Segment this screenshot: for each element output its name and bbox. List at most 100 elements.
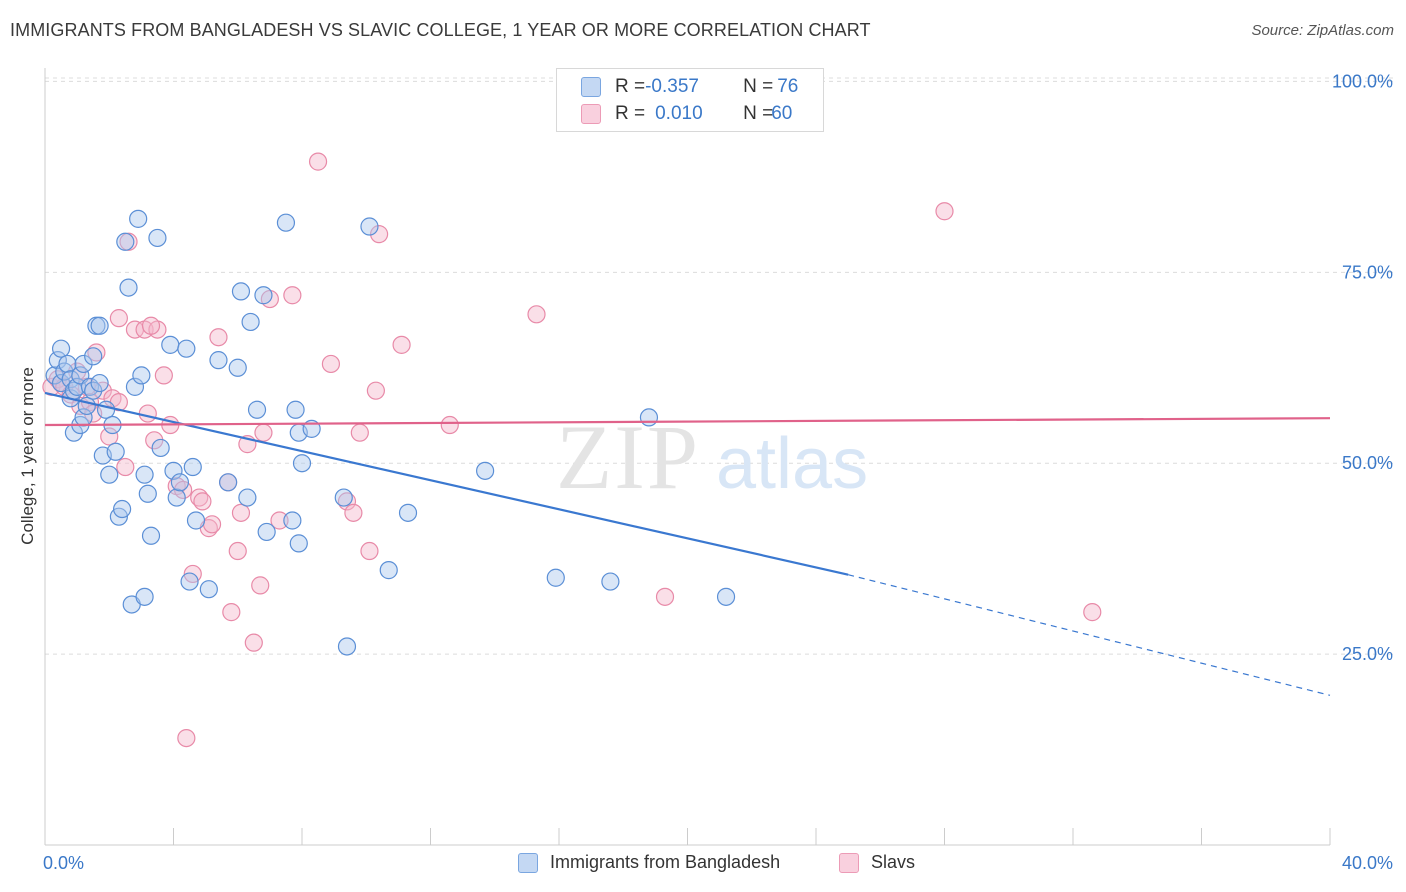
x-tick-label: 40.0% <box>1342 853 1393 873</box>
legend-item-bangladesh[interactable]: Immigrants from Bangladesh <box>518 852 780 873</box>
data-point-bangladesh <box>254 286 273 305</box>
data-point-bangladesh <box>337 637 357 656</box>
data-point-bangladesh <box>247 400 267 419</box>
data-point-bangladesh <box>132 366 151 385</box>
stats-legend: R = -0.357 N = 76 R = 0.010 N = 60 <box>556 68 824 132</box>
data-point-slavs <box>177 728 196 748</box>
data-point-bangladesh <box>398 503 418 522</box>
data-point-slavs <box>344 503 363 522</box>
data-point-slavs <box>283 286 302 305</box>
data-point-slavs <box>350 423 369 442</box>
data-point-bangladesh <box>199 580 218 599</box>
data-point-bangladesh <box>601 572 620 591</box>
data-point-bangladesh <box>84 381 103 400</box>
data-point-slavs <box>935 202 954 221</box>
data-point-bangladesh <box>125 377 145 396</box>
data-point-bangladesh <box>100 465 119 484</box>
gridlines <box>45 77 1395 655</box>
trend-line-slavs <box>44 417 1331 427</box>
data-point-bangladesh <box>90 373 109 393</box>
data-point-bangladesh <box>289 534 308 553</box>
n-label: N = <box>743 76 774 97</box>
data-point-bangladesh <box>61 370 80 389</box>
stats-row-blue: R = -0.357 N = 76 <box>581 74 798 100</box>
data-point-slavs <box>222 603 241 622</box>
legend-swatch-pink <box>839 852 859 873</box>
data-point-bangladesh <box>360 217 379 236</box>
data-point-slavs <box>202 515 222 534</box>
data-point-bangladesh <box>170 473 190 492</box>
data-point-bangladesh <box>283 511 302 530</box>
data-point-bangladesh <box>135 587 154 606</box>
n-value: 60 <box>771 103 793 124</box>
data-point-bangladesh <box>84 347 103 366</box>
data-point-bangladesh <box>276 213 296 232</box>
data-point-slavs <box>360 541 379 561</box>
data-point-slavs <box>1083 603 1102 622</box>
chart-title: IMMIGRANTS FROM BANGLADESH VS SLAVIC COL… <box>10 20 871 40</box>
data-point-bangladesh <box>106 442 125 461</box>
data-point-bangladesh <box>186 511 206 530</box>
data-point-bangladesh <box>48 351 67 370</box>
data-point-bangladesh <box>112 499 132 519</box>
data-point-bangladesh <box>286 400 305 419</box>
data-point-bangladesh <box>379 561 398 580</box>
pink-swatch <box>581 104 601 124</box>
data-point-bangladesh <box>167 488 186 507</box>
n-value: 76 <box>777 76 799 97</box>
data-point-slavs <box>527 305 546 324</box>
x-tick-label: 0.0% <box>43 853 84 873</box>
data-point-bangladesh <box>138 484 157 503</box>
y-tick-label: 100.0% <box>1332 71 1393 91</box>
r-label: R = <box>615 76 646 97</box>
source-label: Source: ZipAtlas.com <box>1251 22 1394 39</box>
data-point-bangladesh <box>90 316 109 335</box>
trend-line-bangladesh-extension <box>847 574 1331 696</box>
legend-label: Slavs <box>871 852 916 872</box>
r-value: 0.010 <box>655 103 703 124</box>
legend-swatch-blue <box>518 852 538 873</box>
watermark: ZIP atlas <box>556 406 868 508</box>
data-point-slavs <box>100 427 119 446</box>
y-tick-label: 50.0% <box>1342 453 1393 473</box>
data-point-bangladesh <box>129 209 148 228</box>
data-point-bangladesh <box>546 568 565 587</box>
data-point-bangladesh <box>257 522 276 542</box>
data-point-bangladesh <box>96 400 116 419</box>
data-point-slavs <box>254 423 273 442</box>
data-point-bangladesh <box>292 454 312 473</box>
data-point-bangladesh <box>58 354 77 374</box>
watermark-atlas: atlas <box>716 424 868 504</box>
data-point-slavs <box>366 381 385 400</box>
data-point-slavs <box>231 503 251 522</box>
data-point-bangladesh <box>74 354 93 374</box>
data-point-slavs <box>116 457 135 477</box>
data-point-bangladesh <box>716 587 736 606</box>
data-point-bangladesh <box>164 461 183 480</box>
tick-labels: 25.0% 50.0% 75.0% 100.0% 0.0% 40.0% <box>43 71 1393 873</box>
data-point-slavs <box>138 404 157 423</box>
data-point-bangladesh <box>148 228 167 248</box>
data-point-slavs <box>392 335 411 354</box>
legend-item-slavs[interactable]: Slavs <box>839 852 915 873</box>
data-point-slavs <box>141 316 161 335</box>
data-point-bangladesh <box>119 278 138 297</box>
data-point-slavs <box>228 541 247 561</box>
data-point-bangladesh <box>639 408 659 427</box>
data-point-bangladesh <box>151 438 170 458</box>
data-point-slavs <box>154 366 173 385</box>
data-point-bangladesh <box>161 335 180 354</box>
data-point-slavs <box>193 492 212 511</box>
data-point-slavs <box>308 152 328 171</box>
data-point-bangladesh <box>141 526 161 545</box>
stats-row-pink: R = 0.010 N = 60 <box>581 101 792 127</box>
legend-label: Immigrants from Bangladesh <box>550 852 781 872</box>
blue-swatch <box>581 77 601 97</box>
data-point-bangladesh <box>183 457 202 477</box>
data-point-bangladesh <box>177 339 196 358</box>
series-legend: Immigrants from Bangladesh Slavs <box>0 848 1406 882</box>
data-point-slavs <box>251 576 270 595</box>
data-point-slavs <box>209 328 228 347</box>
data-point-slavs <box>655 587 675 606</box>
